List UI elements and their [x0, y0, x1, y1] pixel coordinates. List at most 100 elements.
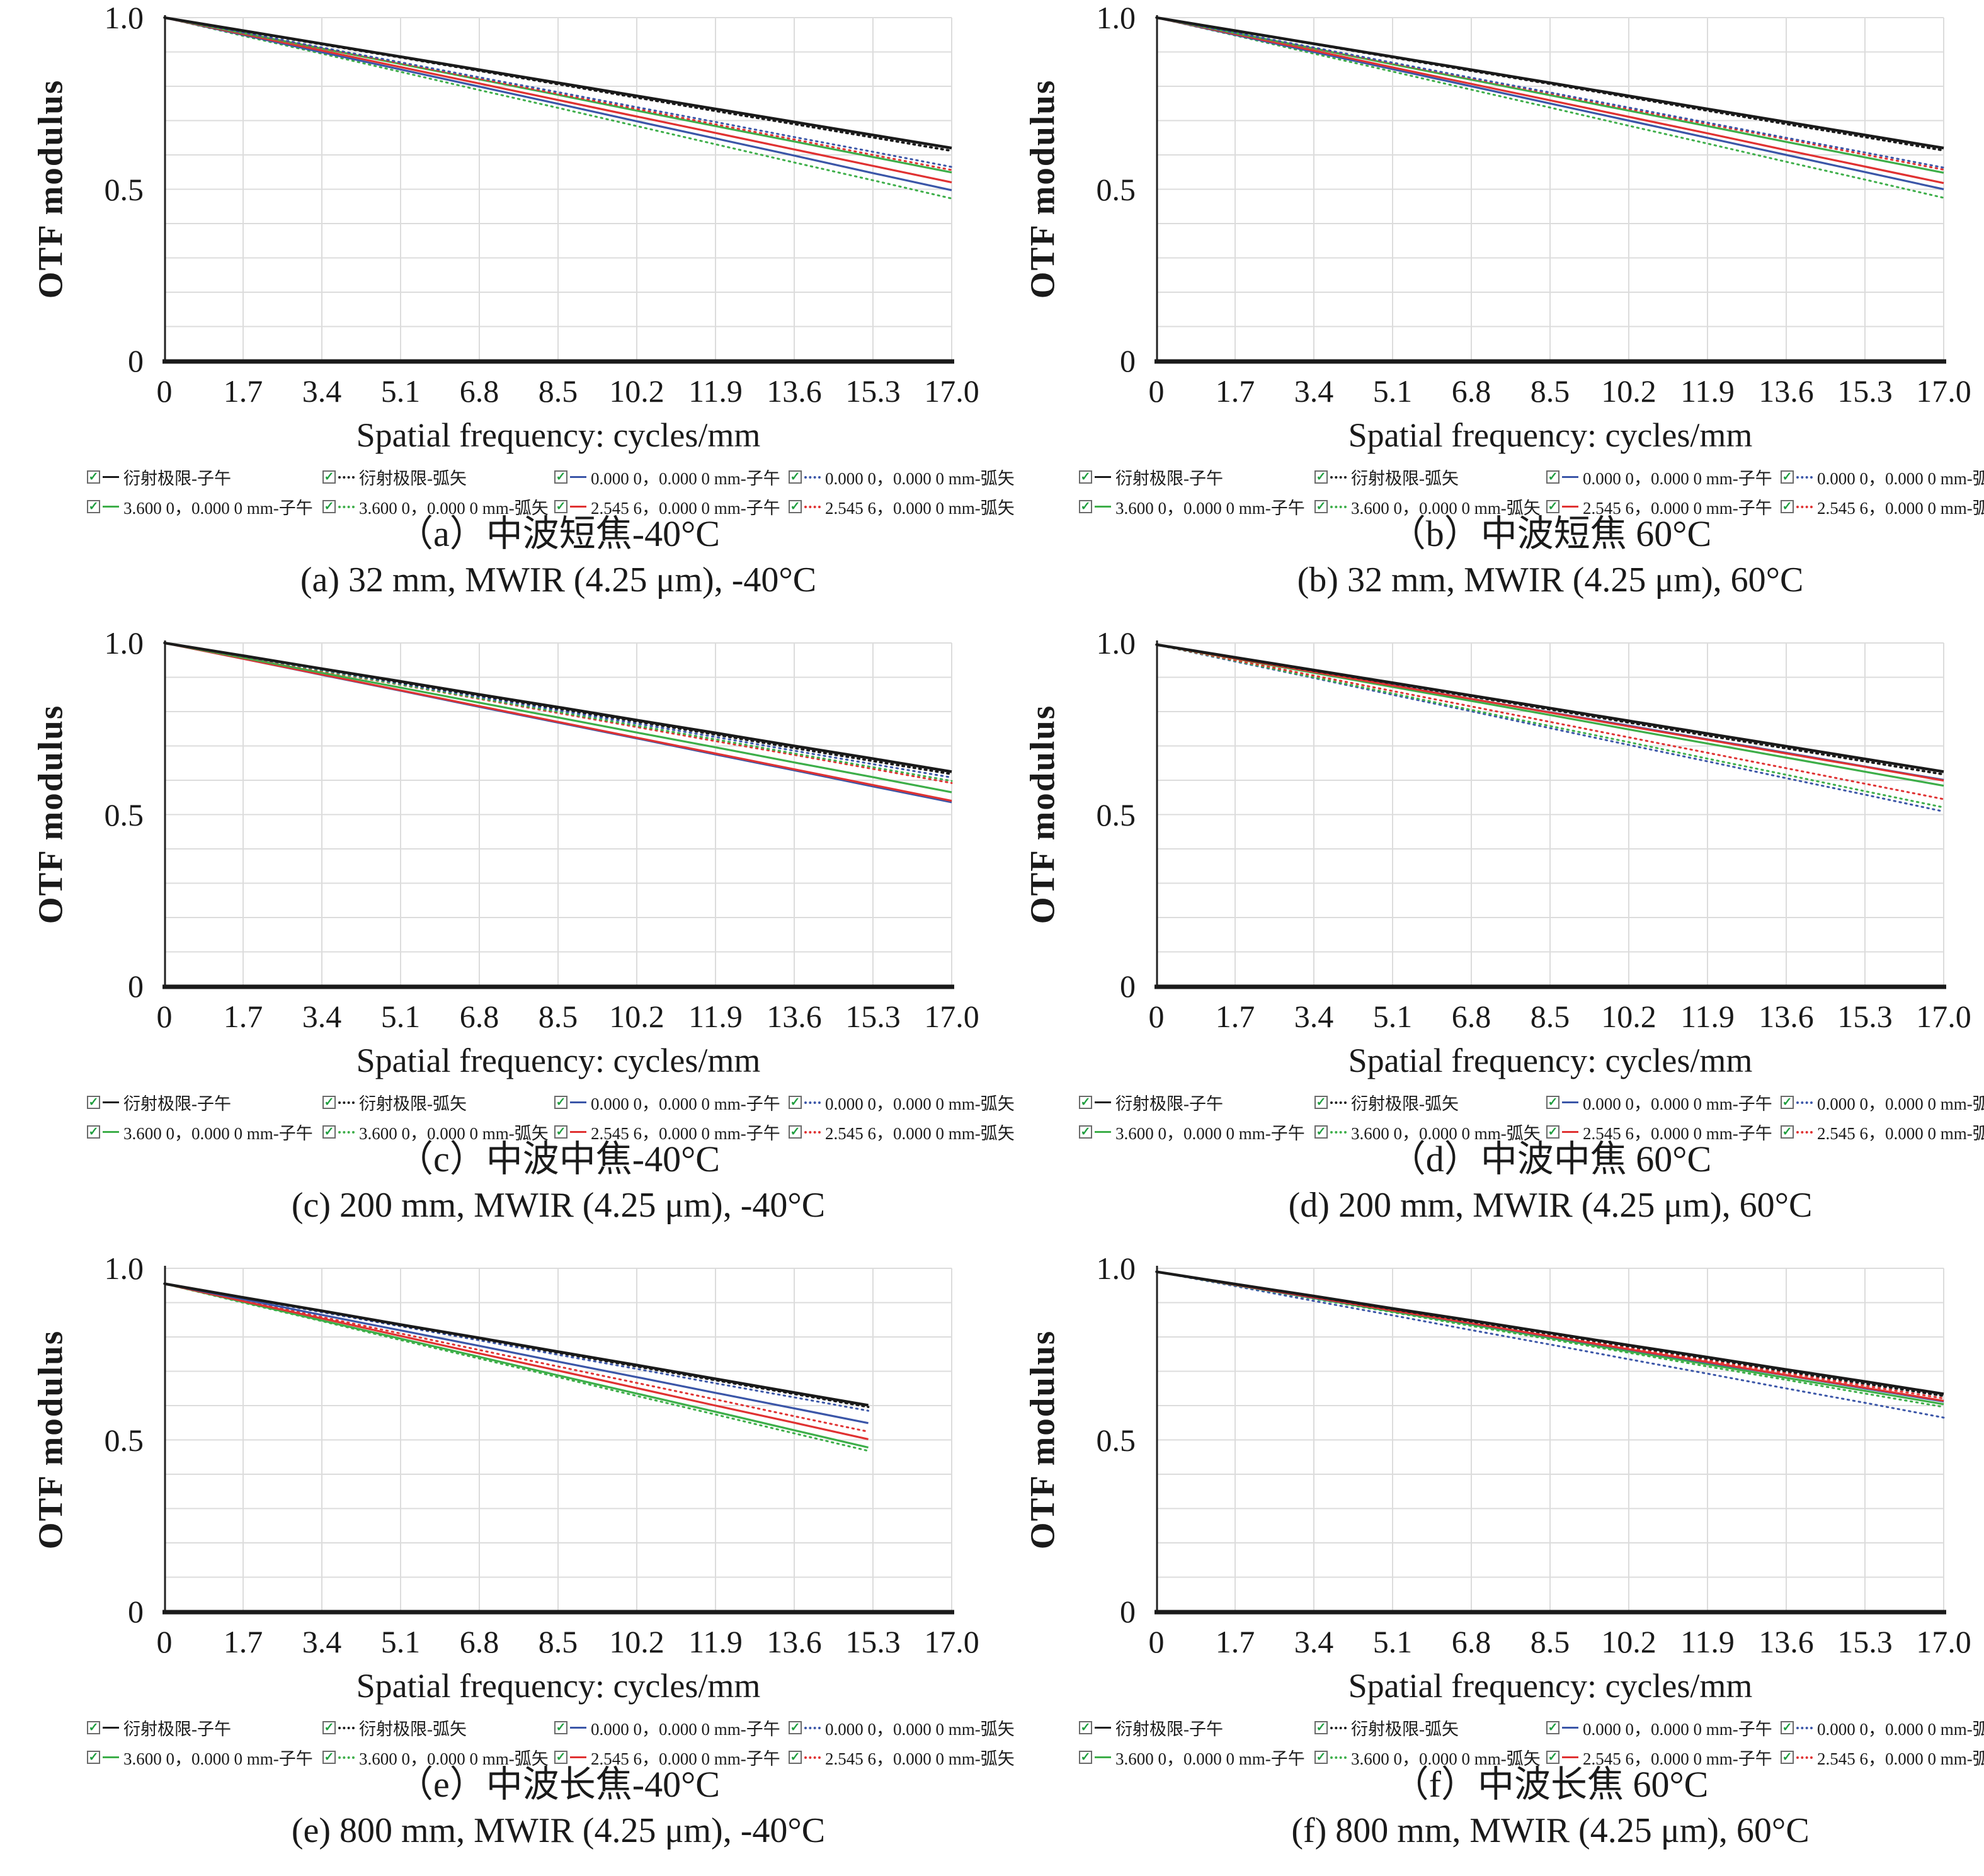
legend-item-label: 衍射极限-弧矢: [359, 1720, 467, 1739]
series-line-red-solid: [164, 642, 952, 802]
legend-line-sample: [338, 1756, 355, 1759]
x-tick-label: 0: [156, 373, 173, 409]
legend-item: ✓ 3.600 0，0.000 0 mm-子午: [1079, 1120, 1314, 1144]
subplot-b: OTF modulus 1.0 0.5 0 0 1.7 3.4 5.1 6.8 8.5 10.2…: [992, 0, 1984, 625]
x-tick-label: 11.9: [688, 1624, 743, 1659]
legend-line-sample: [338, 1101, 355, 1104]
y-tick-label: 0.5: [104, 171, 144, 207]
legend-line-sample: [570, 1756, 586, 1758]
x-tick-label: 3.4: [302, 373, 342, 409]
legend-item: ✓ 3.600 0，0.000 0 mm-弧矢: [322, 1745, 554, 1770]
legend-item: ✓ 0.000 0，0.000 0 mm-弧矢: [789, 1090, 1015, 1115]
legend-line-sample: [1095, 476, 1111, 478]
legend-item-label: 3.600 0，0.000 0 mm-弧矢: [359, 499, 549, 518]
x-tick-label: 10.2: [1601, 999, 1656, 1034]
legend-item: ✓ 衍射极限-弧矢: [1314, 1090, 1546, 1115]
legend-line-sample: [804, 475, 821, 479]
x-tick-label: 17.0: [1916, 999, 1971, 1034]
legend-item: ✓ 0.000 0，0.000 0 mm-子午: [554, 1715, 789, 1740]
x-tick-label: 1.7: [1215, 1624, 1255, 1659]
y-axis-ticks: 1.0 0.5 0: [1017, 1251, 1143, 1629]
series-line-green-solid: [164, 1282, 869, 1449]
x-axis-ticks: 0 1.7 3.4 5.1 6.8 8.5 10.2 11.9 13.6 15.3 17.0: [157, 373, 979, 412]
legend-item-label: 3.600 0，0.000 0 mm-子午: [123, 1124, 313, 1143]
legend: ✓ 衍射极限-子午 ✓ 衍射极限-弧矢 ✓ 0.000 0，0.000 0 mm-子午 ✓ 0…: [1079, 465, 1984, 519]
checkbox-checked-icon: ✓: [1079, 1125, 1092, 1139]
x-axis-title: Spatial frequency: cycles/mm: [356, 416, 761, 454]
x-axis-title: Spatial frequency: cycles/mm: [356, 1667, 761, 1705]
x-tick-label: 11.9: [1680, 999, 1735, 1034]
x-tick-label: 15.3: [845, 1624, 901, 1659]
x-tick-label: 1.7: [1215, 999, 1255, 1034]
subplot-e: OTF modulus 1.0 0.5 0 0 1.7 3.4 5.1 6.8 8.5 10.2…: [0, 1251, 1015, 1876]
legend-item-label: 0.000 0，0.000 0 mm-弧矢: [1817, 1094, 1984, 1113]
legend-line-sample: [103, 506, 119, 508]
legend-line-sample: [1330, 475, 1347, 479]
legend-item: ✓ 衍射极限-子午: [1079, 465, 1314, 489]
series-line-green-dotted: [1155, 1271, 1945, 1408]
legend: ✓ 衍射极限-子午 ✓ 衍射极限-弧矢 ✓ 0.000 0，0.000 0 mm-子午 ✓ 0…: [1079, 1090, 1984, 1144]
x-tick-label: 8.5: [538, 1624, 578, 1659]
y-tick-label: 1.0: [104, 625, 144, 661]
legend-item: ✓ 3.600 0，0.000 0 mm-弧矢: [1314, 1120, 1546, 1144]
series-line-black-solid: [164, 1282, 869, 1407]
legend-item: ✓ 衍射极限-子午: [87, 1090, 322, 1115]
x-tick-label: 0: [156, 999, 173, 1034]
legend-item-label: 2.545 6，0.000 0 mm-子午: [591, 1749, 780, 1768]
legend-item-label: 2.545 6，0.000 0 mm-弧矢: [825, 499, 1015, 518]
y-tick-label: 0: [128, 1594, 144, 1629]
checkbox-checked-icon: ✓: [1781, 1125, 1794, 1139]
checkbox-checked-icon: ✓: [322, 470, 336, 484]
series-line-blue-solid: [164, 1282, 869, 1424]
legend-item-label: 衍射极限-子午: [123, 1094, 231, 1113]
x-tick-label: 8.5: [1530, 999, 1570, 1034]
legend-item: ✓ 2.545 6，0.000 0 mm-子午: [1546, 1120, 1781, 1144]
x-tick-label: 13.6: [767, 999, 822, 1034]
chart-canvas-d: [1154, 640, 1946, 989]
x-tick-label: 8.5: [538, 999, 578, 1034]
checkbox-checked-icon: ✓: [554, 1721, 567, 1734]
legend-item-label: 3.600 0，0.000 0 mm-弧矢: [1351, 499, 1541, 518]
checkbox-checked-icon: ✓: [554, 470, 567, 484]
y-axis-ticks: 1.0 0.5 0: [25, 625, 151, 1004]
legend-line-sample: [1796, 1756, 1813, 1759]
x-tick-label: 10.2: [609, 1624, 664, 1659]
checkbox-checked-icon: ✓: [554, 1751, 567, 1764]
checkbox-checked-icon: ✓: [87, 500, 100, 513]
series-line-black-solid: [1156, 643, 1944, 773]
legend-item-label: 2.545 6，0.000 0 mm-子午: [591, 499, 780, 518]
series-line-red-dotted: [1155, 644, 1945, 800]
legend-line-sample: [103, 1101, 119, 1103]
legend: ✓ 衍射极限-子午 ✓ 衍射极限-弧矢 ✓ 0.000 0，0.000 0 mm-子午 ✓ 0…: [87, 1090, 1015, 1144]
caption-en: (e) 800 mm, MWIR (4.25 μm), -40°C: [291, 1811, 826, 1850]
checkbox-checked-icon: ✓: [1546, 1125, 1559, 1139]
caption: （c）中波中焦-40°C (c) 200 mm, MWIR (4.25 μm),…: [162, 1139, 954, 1225]
x-axis-ticks: 0 1.7 3.4 5.1 6.8 8.5 10.2 11.9 13.6 15.3 17.0: [157, 1623, 979, 1663]
checkbox-checked-icon: ✓: [1546, 1721, 1559, 1734]
x-tick-label: 8.5: [1530, 1624, 1570, 1659]
series-line-blue-dotted: [1155, 644, 1945, 813]
legend-line-sample: [1330, 505, 1347, 508]
x-tick-label: 0: [1148, 999, 1165, 1034]
series-line-black-solid: [1156, 1270, 1944, 1396]
checkbox-checked-icon: ✓: [554, 1125, 567, 1139]
legend-line-sample: [804, 1130, 821, 1134]
legend-item: ✓ 3.600 0，0.000 0 mm-弧矢: [322, 1120, 554, 1144]
legend-item: ✓ 2.545 6，0.000 0 mm-子午: [554, 1745, 789, 1770]
x-tick-label: 13.6: [1759, 999, 1814, 1034]
legend-item: ✓ 衍射极限-子午: [1079, 1090, 1314, 1115]
x-axis-title: Spatial frequency: cycles/mm: [1348, 416, 1753, 454]
checkbox-checked-icon: ✓: [789, 1751, 802, 1764]
legend-item: ✓ 2.545 6，0.000 0 mm-子午: [1546, 1745, 1781, 1770]
checkbox-checked-icon: ✓: [1546, 1751, 1559, 1764]
x-tick-label: 1.7: [223, 999, 263, 1034]
checkbox-checked-icon: ✓: [1314, 470, 1328, 484]
series-line-blue-solid: [1156, 16, 1944, 191]
x-tick-label: 1.7: [223, 373, 263, 409]
checkbox-checked-icon: ✓: [1314, 500, 1328, 513]
x-tick-label: 13.6: [767, 373, 822, 409]
x-tick-label: 8.5: [538, 373, 578, 409]
checkbox-checked-icon: ✓: [1079, 1721, 1092, 1734]
subplot-d: OTF modulus 1.0 0.5 0 0 1.7 3.4 5.1 6.8 8.5 10.2…: [992, 625, 1984, 1251]
legend-item-label: 3.600 0，0.000 0 mm-子午: [123, 1749, 313, 1768]
